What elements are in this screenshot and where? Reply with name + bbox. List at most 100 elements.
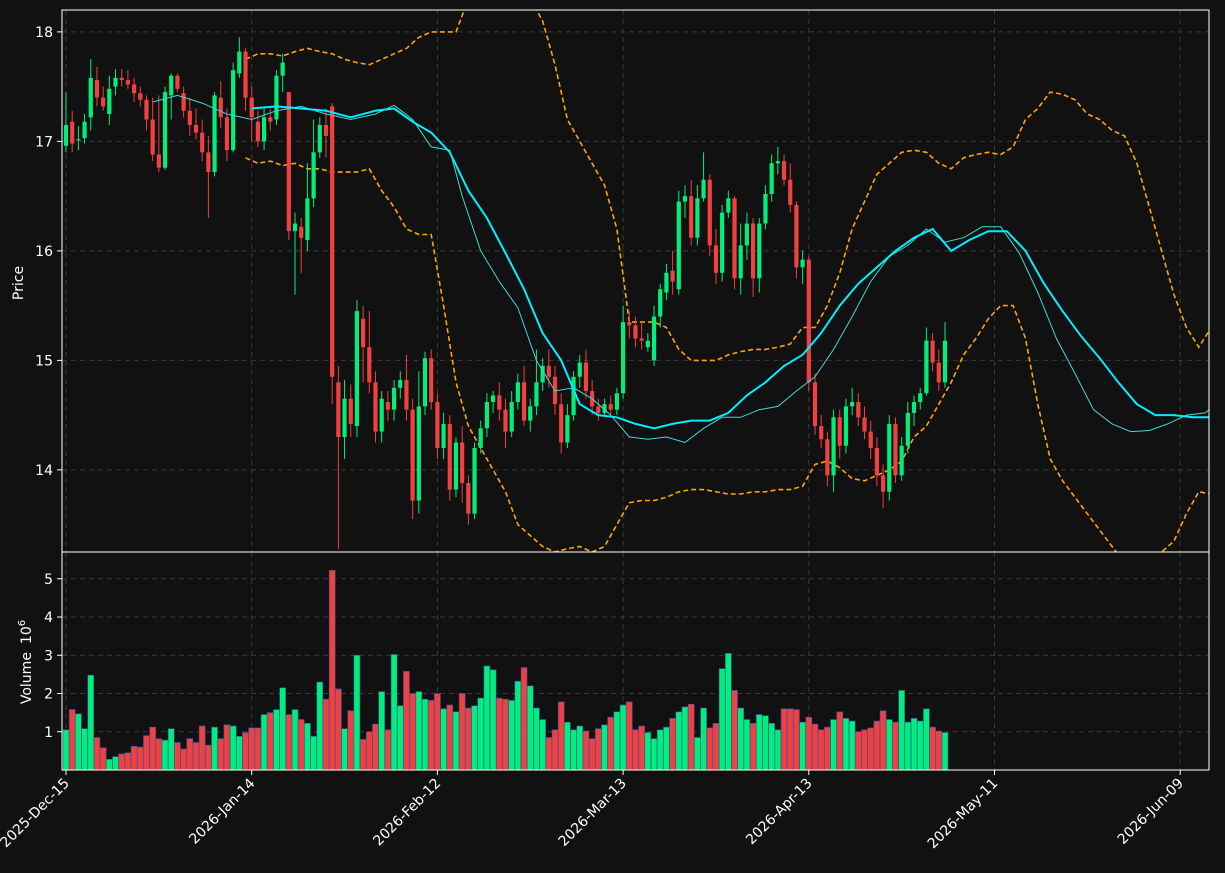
candle-body — [775, 161, 780, 164]
lower-band-line — [245, 157, 1209, 552]
volume-bar — [799, 721, 806, 771]
candle-body — [336, 382, 341, 438]
volume-bar — [867, 727, 875, 771]
volume-bar — [106, 758, 113, 771]
volume-bar — [910, 718, 918, 771]
volume-bar — [396, 705, 404, 771]
volume-bar — [762, 715, 769, 771]
candle-body — [645, 340, 650, 348]
volume-bar — [595, 728, 602, 771]
candle-body — [794, 204, 799, 268]
volume-bar — [675, 711, 683, 771]
volume-bar — [347, 710, 355, 771]
volume-bar — [452, 711, 460, 771]
candle-body — [249, 97, 254, 118]
volume-bar — [533, 707, 540, 771]
volume-bar — [359, 739, 367, 771]
candle-body — [819, 426, 824, 440]
candle-body — [713, 245, 719, 273]
slow-moving-average-line — [251, 105, 1209, 430]
volume-bar — [495, 697, 503, 771]
volume-bar — [551, 729, 559, 771]
candle-body — [354, 311, 360, 427]
candle-body — [670, 270, 675, 282]
volume-bar — [180, 748, 187, 771]
candle-body — [268, 117, 273, 122]
candle-body — [843, 406, 849, 446]
candle-body — [664, 272, 669, 293]
volume-bar — [514, 680, 522, 771]
candle-body — [732, 198, 737, 279]
volume-bar — [167, 728, 175, 771]
candle-body — [63, 124, 69, 146]
candle-body — [868, 431, 873, 448]
candle-body — [206, 152, 211, 173]
candle-body — [905, 412, 910, 446]
candle-body — [243, 51, 248, 98]
candle-body — [757, 223, 762, 279]
moving-averages — [152, 94, 1209, 444]
volume-bar — [353, 654, 361, 771]
volume-bar — [335, 688, 342, 771]
candle-body — [806, 259, 811, 383]
candle-body — [918, 393, 923, 402]
candle-body — [497, 395, 502, 410]
candle-body — [880, 475, 886, 492]
volume-bar — [99, 747, 107, 771]
price-tick-label: 16 — [35, 244, 53, 260]
candle-body — [583, 362, 589, 392]
candle-body — [726, 198, 731, 213]
volume-bar — [87, 674, 95, 771]
candle-body — [621, 322, 626, 394]
candle-body — [125, 80, 130, 85]
price-axis-title: Price — [11, 266, 27, 300]
volume-bar — [483, 665, 491, 771]
candle-body — [521, 382, 527, 421]
candle-body — [255, 121, 260, 142]
volume-axis-title: Volume 106 — [17, 620, 35, 704]
candle-body — [627, 322, 632, 326]
volume-tick-label: 1 — [44, 725, 53, 741]
volume-bar — [415, 691, 423, 771]
volume-bar — [446, 704, 454, 771]
volume-bar — [793, 709, 800, 771]
candle-body — [850, 401, 855, 407]
volume-bar — [328, 570, 336, 771]
candle-body — [899, 445, 904, 476]
candle-body — [150, 119, 155, 155]
candle-body — [837, 417, 842, 446]
candle-body — [237, 51, 242, 74]
volume-tick-label: 2 — [44, 687, 53, 703]
volume-bar — [291, 709, 299, 771]
volume-bar — [619, 704, 627, 771]
volume-bar — [186, 738, 194, 771]
candle-body — [311, 152, 316, 199]
candle-body — [546, 365, 551, 377]
volume-bar — [718, 668, 726, 771]
candle-body — [218, 97, 223, 118]
candle-body — [138, 93, 143, 100]
candle-body — [429, 358, 434, 402]
candle-body — [447, 423, 452, 490]
candle-body — [94, 80, 100, 98]
volume-bar — [341, 728, 348, 771]
volume-bar — [855, 731, 862, 771]
volume-bar — [465, 707, 472, 771]
volume-bar — [155, 738, 163, 771]
volume-bar — [935, 730, 943, 771]
volume-bar — [539, 719, 546, 771]
volume-bar — [273, 709, 280, 771]
fast-moving-average-line — [152, 94, 1209, 444]
volume-bar — [434, 693, 441, 771]
candle-body — [936, 362, 941, 383]
volume-bar — [62, 729, 70, 771]
candle-body — [701, 179, 706, 199]
volume-bar — [842, 718, 850, 771]
candle-body — [484, 401, 490, 429]
candle-body — [224, 117, 230, 151]
volume-bar — [254, 727, 262, 771]
candle-body — [571, 376, 576, 416]
candle-body — [478, 428, 483, 448]
candle-body — [800, 259, 805, 268]
candle-body — [156, 154, 161, 168]
